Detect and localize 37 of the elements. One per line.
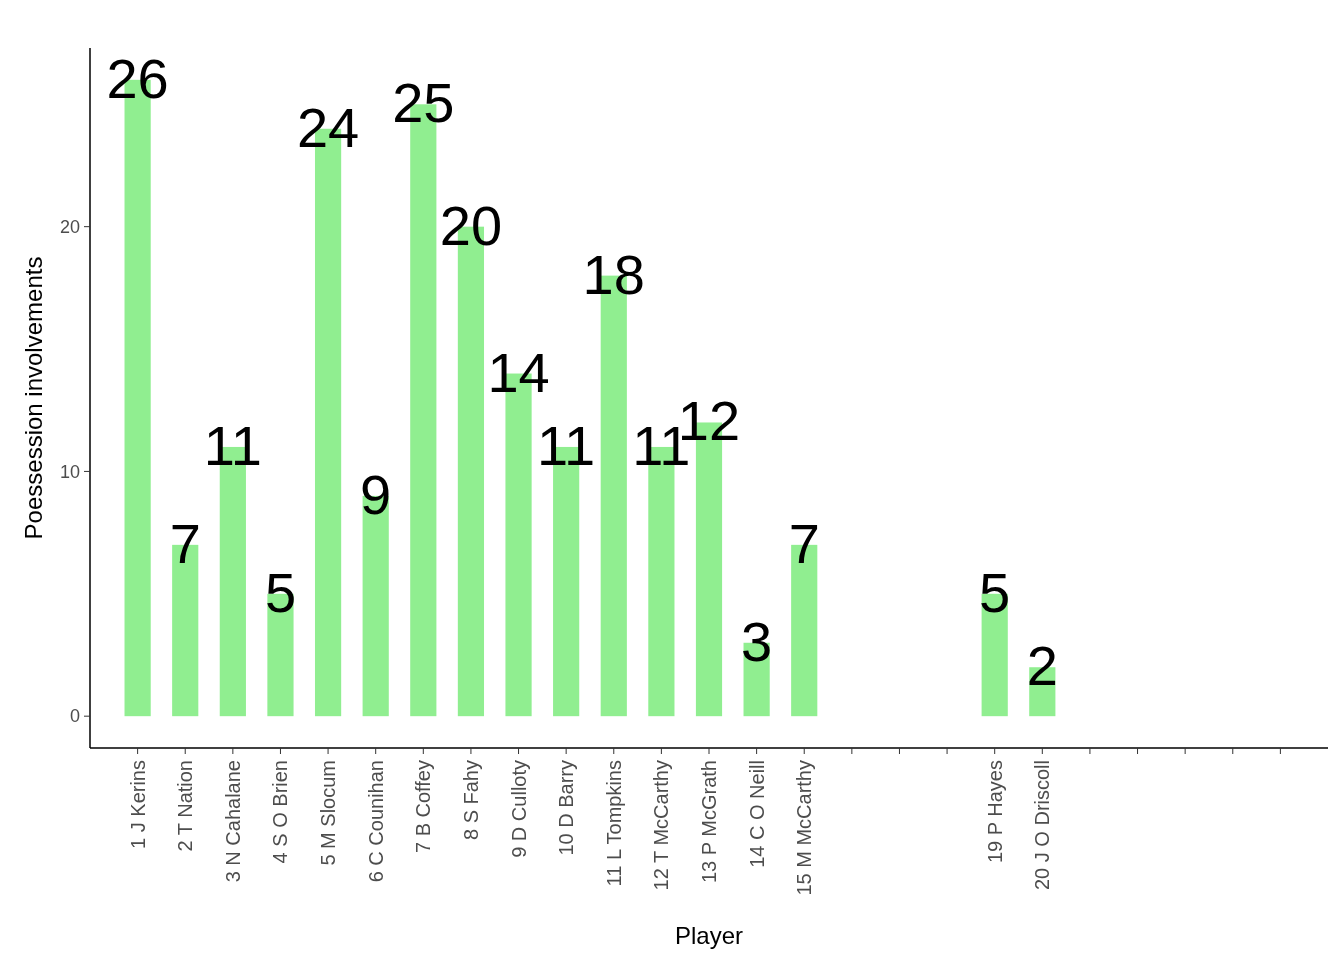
- x-axis-title: Player: [674, 922, 744, 949]
- y-tick-label: 10: [59, 461, 80, 482]
- x-tick-label: 6 C Counihan: [364, 760, 387, 883]
- data-label: 18: [582, 242, 645, 306]
- x-tick-label: 4 S O Brien: [269, 760, 292, 864]
- x-tick-label: 20 J O Driscoll: [1031, 760, 1054, 891]
- x-tick-label: 10 D Barry: [555, 760, 578, 856]
- x-tick-label: 1 J Kerins: [126, 760, 149, 849]
- data-label: 11: [537, 413, 596, 477]
- data-label: 7: [788, 511, 820, 575]
- y-tick-label: 0: [69, 706, 80, 727]
- data-label: 24: [296, 95, 360, 159]
- x-tick-label: 13 P McGrath: [698, 760, 720, 884]
- data-label: 2: [1026, 634, 1058, 698]
- x-tick-label: 9 D Culloty: [507, 760, 530, 858]
- x-tick-label: 14 C O Neill: [745, 760, 768, 868]
- data-label: 3: [741, 609, 773, 673]
- data-label: 7: [169, 511, 201, 575]
- data-label: 25: [392, 71, 455, 135]
- data-label: 9: [360, 462, 392, 526]
- x-tick-label: 8 S Fahy: [459, 760, 482, 841]
- y-axis-title: Poessession involvements: [20, 256, 47, 540]
- y-tick-label: 20: [59, 216, 80, 237]
- data-label: 26: [106, 46, 169, 110]
- x-tick-label: 12 T McCarthy: [650, 760, 673, 891]
- data-label: 14: [487, 340, 550, 404]
- x-tick-label: 2 T Nation: [174, 760, 197, 852]
- x-tick-label: 7 B Coffey: [412, 760, 435, 854]
- data-label: 5: [264, 560, 297, 624]
- x-tick-label: 5 M Slocum: [317, 760, 340, 866]
- x-tick-label: 11 L Tompkins: [602, 760, 625, 887]
- data-label: 20: [439, 193, 503, 257]
- data-label: 11: [203, 413, 262, 477]
- x-tick-label: 19 P Hayes: [983, 760, 1006, 864]
- x-tick-label: 3 N Cahalane: [221, 760, 244, 883]
- x-tick-label: 15 M McCarthy: [793, 760, 816, 896]
- data-label: 5: [979, 560, 1011, 624]
